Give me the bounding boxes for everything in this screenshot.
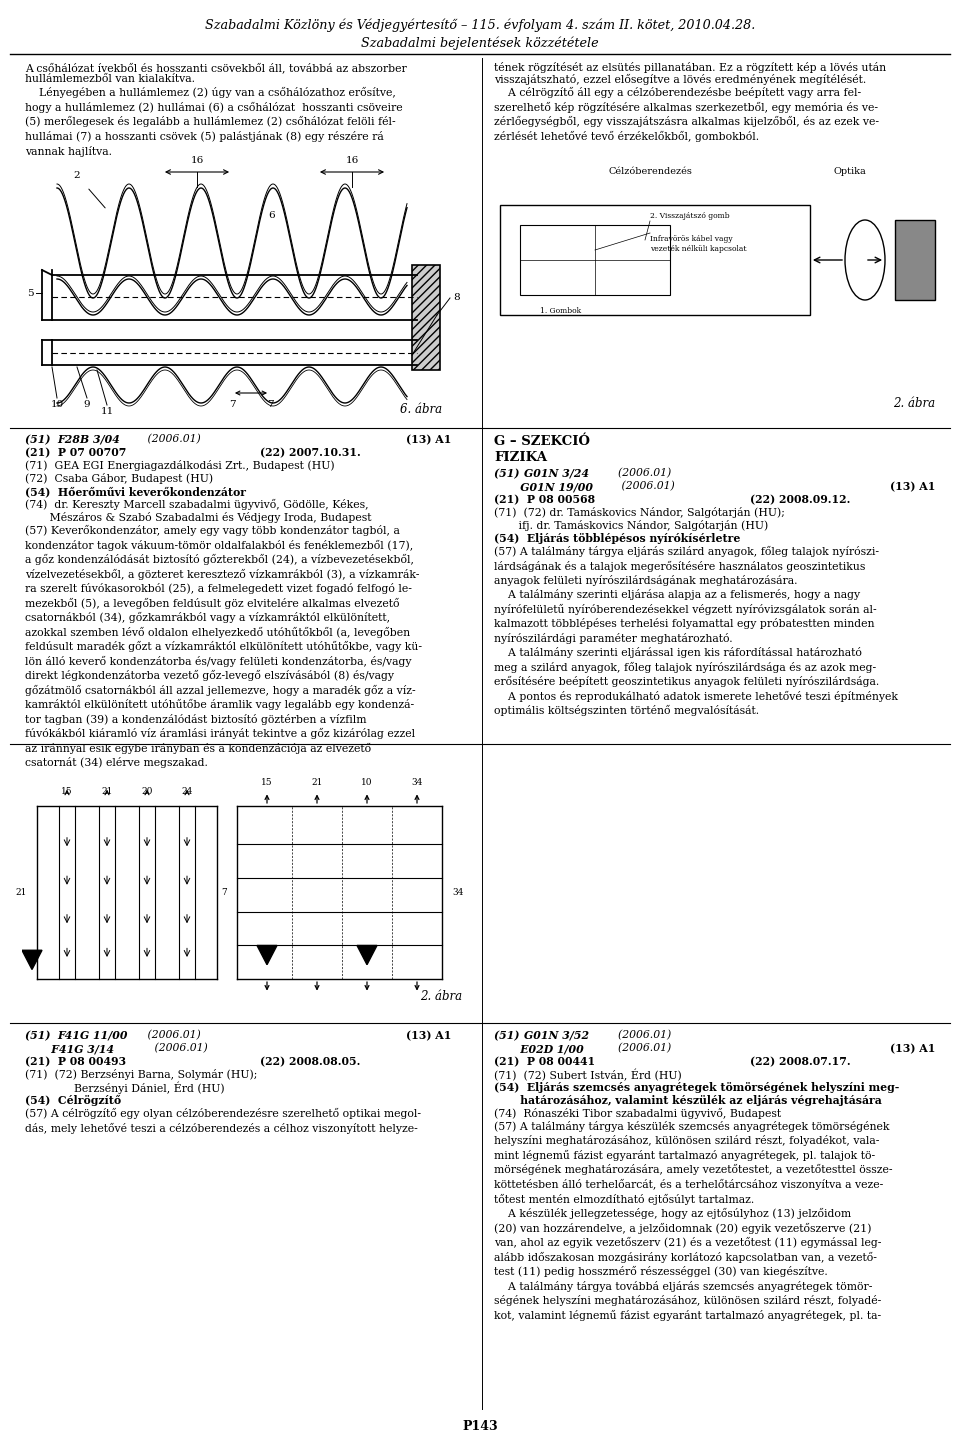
Text: (22) 2007.10.31.: (22) 2007.10.31. (260, 447, 361, 457)
Text: 34: 34 (411, 778, 422, 787)
Text: (54)  Hőerőművi keverőkondenzátor: (54) Hőerőművi keverőkondenzátor (25, 486, 246, 498)
Text: 10: 10 (50, 400, 63, 408)
Text: (74)  Rónaszéki Tibor szabadalmi ügyvivő, Budapest: (74) Rónaszéki Tibor szabadalmi ügyvivő,… (494, 1109, 781, 1119)
Text: (57) A találmány tárgya készülék szemcsés anyagrétegek tömörségének
helyszíni me: (57) A találmány tárgya készülék szemcsé… (494, 1122, 893, 1320)
Text: G01N 3/52: G01N 3/52 (524, 1030, 589, 1041)
Text: (21)  P 08 00493: (21) P 08 00493 (25, 1055, 126, 1067)
Text: (74)  dr. Kereszty Marcell szabadalmi ügyvivő, Gödölle, Kékes,: (74) dr. Kereszty Marcell szabadalmi ügy… (25, 499, 369, 510)
Text: Mészáros & Szabó Szabadalmi és Védjegy Iroda, Budapest: Mészáros & Szabó Szabadalmi és Védjegy I… (25, 512, 372, 523)
Text: (54)  Célrögzítő: (54) Célrögzítő (25, 1094, 121, 1106)
Text: Infravörös kábel vagy
vezeték nélküli kapcsolat: Infravörös kábel vagy vezeték nélküli ka… (650, 234, 747, 253)
Text: Lényegében a hullámlemez (2) úgy van a csőhálózathoz erősítve,
hogy a hullámleme: Lényegében a hullámlemez (2) úgy van a c… (25, 88, 402, 157)
Polygon shape (257, 945, 277, 965)
Text: (2006.01): (2006.01) (130, 1043, 207, 1053)
Text: (71)  (72) dr. Tamáskovics Nándor, Salgótarján (HU);: (71) (72) dr. Tamáskovics Nándor, Salgót… (494, 508, 785, 518)
Polygon shape (22, 951, 42, 969)
Text: 21: 21 (102, 787, 112, 797)
Text: 1. Gombok: 1. Gombok (540, 306, 581, 315)
Text: 21: 21 (311, 778, 323, 787)
Text: (2006.01): (2006.01) (597, 1030, 671, 1040)
Text: (2006.01): (2006.01) (597, 467, 671, 479)
Text: Célzóberendezés: Célzóberendezés (608, 167, 692, 175)
Text: (22) 2008.07.17.: (22) 2008.07.17. (750, 1055, 851, 1067)
Text: 2. ábra: 2. ábra (420, 991, 462, 1004)
Text: (22) 2008.08.05.: (22) 2008.08.05. (260, 1055, 360, 1067)
Text: E02D 1/00: E02D 1/00 (494, 1043, 584, 1054)
Text: 34: 34 (452, 889, 464, 897)
Bar (895, 220, 935, 301)
Text: (71)  GEA EGI Energiagazdálkodási Zrt., Budapest (HU): (71) GEA EGI Energiagazdálkodási Zrt., B… (25, 460, 335, 472)
Polygon shape (357, 945, 377, 965)
Text: 5: 5 (27, 289, 34, 298)
Text: FIZIKA: FIZIKA (494, 452, 547, 464)
Text: 8: 8 (454, 293, 460, 302)
Text: 7: 7 (228, 400, 235, 408)
Text: 11: 11 (101, 407, 113, 416)
Text: (13) A1: (13) A1 (406, 434, 451, 444)
Text: 15: 15 (61, 787, 73, 797)
Text: A célrögzítő áll egy a célzóberendezésbe beépített vagy arra fel-
szerelhető kép: A célrögzítő áll egy a célzóberendezésbe… (494, 88, 879, 142)
Text: (2006.01): (2006.01) (597, 1043, 671, 1053)
Text: Szabadalmi bejelentések közzététele: Szabadalmi bejelentések közzététele (361, 36, 599, 49)
Text: tének rögzítését az elsütés pillanatában. Ez a rögzített kép a lövés után: tének rögzítését az elsütés pillanatában… (494, 62, 886, 73)
Text: (21)  P 08 00568: (21) P 08 00568 (494, 495, 595, 505)
Bar (500, 206, 810, 315)
Text: (51): (51) (25, 434, 58, 444)
Text: (13) A1: (13) A1 (406, 1030, 451, 1041)
Bar (520, 224, 670, 295)
Text: G01N 19/00: G01N 19/00 (494, 480, 593, 492)
Text: 16: 16 (190, 155, 204, 165)
Text: (54)  Eljárás szemcsés anyagrétegek tömörségének helyszíni meg-: (54) Eljárás szemcsés anyagrétegek tömör… (494, 1081, 900, 1093)
Text: 9: 9 (84, 400, 90, 408)
Text: 15: 15 (261, 778, 273, 787)
Text: Szabadalmi Közlöny és Védjegyértesítő – 115. évfolyam 4. szám II. kötet, 2010.04: Szabadalmi Közlöny és Védjegyértesítő – … (204, 19, 756, 32)
Bar (412, 265, 440, 370)
Text: 2. Visszajátszó gomb: 2. Visszajátszó gomb (650, 211, 730, 220)
Text: (21)  P 07 00707: (21) P 07 00707 (25, 447, 127, 457)
Text: 2: 2 (74, 171, 81, 180)
Text: 16: 16 (346, 155, 359, 165)
Text: P143: P143 (462, 1419, 498, 1434)
Text: 6. ábra: 6. ábra (400, 403, 442, 416)
Text: (51): (51) (494, 1030, 527, 1041)
Text: (13) A1: (13) A1 (890, 1043, 935, 1054)
Text: hullámlemezből van kialakítva.: hullámlemezből van kialakítva. (25, 73, 195, 83)
Text: 24: 24 (181, 787, 193, 797)
Text: 21: 21 (15, 889, 27, 897)
Text: (72)  Csaba Gábor, Budapest (HU): (72) Csaba Gábor, Budapest (HU) (25, 473, 213, 485)
Text: 20: 20 (141, 787, 153, 797)
Text: F28B 3/04: F28B 3/04 (57, 434, 120, 444)
Text: (57) A célrögzítő egy olyan célzóberendezésre szerelhető optikai megol-
dás, mel: (57) A célrögzítő egy olyan célzóberende… (25, 1109, 421, 1133)
Text: (2006.01): (2006.01) (130, 1030, 201, 1040)
Text: 6: 6 (269, 211, 276, 220)
Text: visszajátszható, ezzel elősegítve a lövés eredményének megítélését.: visszajátszható, ezzel elősegítve a lövé… (494, 73, 866, 85)
Text: ifj. dr. Tamáskovics Nándor, Salgótarján (HU): ifj. dr. Tamáskovics Nándor, Salgótarján… (494, 521, 768, 531)
Text: F41G 3/14: F41G 3/14 (25, 1043, 114, 1054)
Text: (2006.01): (2006.01) (597, 480, 675, 492)
Text: (13) A1: (13) A1 (890, 480, 935, 492)
Text: (54)  Eljárás többlépésos nyírókísérletre: (54) Eljárás többlépésos nyírókísérletre (494, 533, 740, 544)
Text: 10: 10 (361, 778, 372, 787)
Text: A csőhálózat ívekből és hosszanti csövekből áll, továbbá az abszorber: A csőhálózat ívekből és hosszanti csövek… (25, 62, 407, 73)
Text: 7: 7 (267, 400, 274, 408)
Text: (22) 2008.09.12.: (22) 2008.09.12. (750, 495, 851, 505)
Text: (57) A találmány tárgya eljárás szilárd anyagok, főleg talajok nyírószi-
lárdság: (57) A találmány tárgya eljárás szilárd … (494, 546, 898, 716)
Text: Optika: Optika (833, 167, 866, 175)
Text: (57) Keverőkondenzátor, amely egy vagy több kondenzátor tagból, a
kondenzátor ta: (57) Keverőkondenzátor, amely egy vagy t… (25, 525, 422, 768)
Text: G01N 3/24: G01N 3/24 (524, 467, 589, 479)
Text: 2. ábra: 2. ábra (893, 397, 935, 410)
Text: (21)  P 08 00441: (21) P 08 00441 (494, 1055, 595, 1067)
Text: (51): (51) (494, 467, 527, 479)
Text: (2006.01): (2006.01) (130, 434, 201, 444)
Text: Berzsényi Dániel, Érd (HU): Berzsényi Dániel, Érd (HU) (25, 1081, 225, 1094)
Text: 7: 7 (221, 889, 227, 897)
Text: F41G 11/00: F41G 11/00 (57, 1030, 128, 1041)
Text: (71)  (72) Berzsényi Barna, Solymár (HU);: (71) (72) Berzsényi Barna, Solymár (HU); (25, 1068, 257, 1080)
Text: (51): (51) (25, 1030, 58, 1041)
Text: határozásához, valamint készülék az eljárás végrehajtására: határozásához, valamint készülék az eljá… (494, 1094, 881, 1106)
Text: G – SZEKCIÓ: G – SZEKCIÓ (494, 436, 590, 449)
Text: (71)  (72) Subert István, Érd (HU): (71) (72) Subert István, Érd (HU) (494, 1068, 682, 1081)
